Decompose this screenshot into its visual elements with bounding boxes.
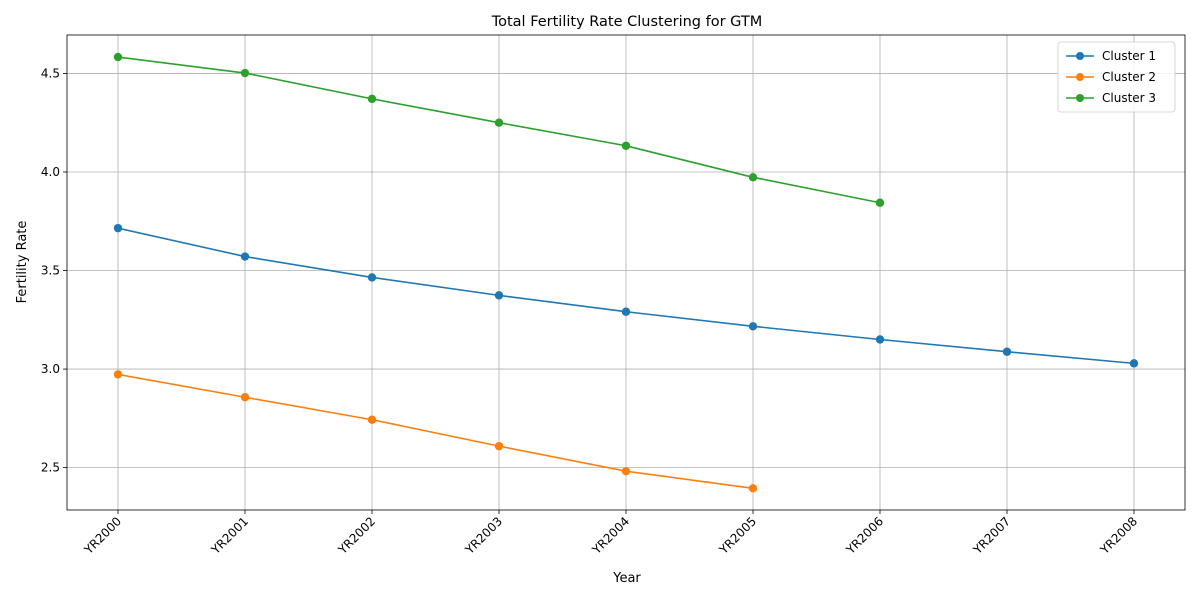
x-tick-label: YR2008	[1097, 514, 1140, 557]
series-2-point	[113, 370, 123, 379]
series-1-point	[113, 223, 123, 233]
series-2-point	[240, 393, 250, 402]
axes: YR2000 YR2001 YR2002 YR2003 YR2004 YR2005 YR20…	[41, 34, 1186, 558]
x-tick-label: YR2003	[462, 514, 505, 557]
series-2	[113, 370, 758, 493]
series-1-point	[1129, 359, 1139, 368]
x-tick-label: YR2006	[843, 514, 886, 557]
legend-marker	[1076, 52, 1084, 60]
series-1-point	[875, 335, 885, 344]
series-1-point	[240, 252, 250, 261]
y-tick-label: 4.5	[41, 66, 60, 80]
series-1-point	[367, 273, 377, 282]
y-tick-label: 3.5	[41, 264, 60, 278]
legend: Cluster 1 Cluster 2 Cluster 3	[1057, 41, 1176, 113]
series-3-point	[113, 52, 123, 62]
series-3-point	[748, 173, 758, 182]
series-1-point	[621, 307, 631, 316]
legend-marker	[1076, 94, 1084, 102]
chart-title: Total Fertility Rate Clustering for GTM	[491, 14, 763, 30]
plot-frame	[66, 34, 1186, 511]
x-axis-label: Year	[612, 571, 641, 586]
series-1-point	[748, 322, 758, 331]
series-1-point	[1002, 347, 1012, 356]
series-3-point	[367, 94, 377, 104]
series-3-point	[875, 198, 885, 207]
series-2-point	[367, 415, 377, 424]
series-1-point	[494, 291, 504, 300]
series-2-line	[117, 373, 754, 490]
legend-label: Cluster 3	[1102, 91, 1156, 105]
y-tick-label: 4.0	[41, 165, 60, 179]
x-tick-label: YR2002	[335, 514, 378, 557]
y-tick-label: 2.5	[41, 461, 60, 475]
series-1	[113, 223, 1139, 368]
legend-box	[1057, 41, 1176, 113]
legend-marker	[1076, 73, 1084, 81]
series-3-point	[621, 141, 631, 150]
legend-label: Cluster 2	[1102, 70, 1156, 84]
x-tick-label: YR2001	[208, 514, 251, 557]
series-layer	[113, 52, 1139, 493]
x-tick-label: YR2007	[970, 514, 1013, 557]
x-tick-label: YR2004	[589, 514, 632, 557]
x-tick-label: YR2005	[716, 514, 759, 557]
x-tick-label: YR2000	[81, 514, 124, 557]
series-2-point	[494, 441, 504, 451]
series-2-point	[748, 484, 758, 493]
series-3-point	[494, 118, 504, 127]
y-tick-label: 3.0	[41, 362, 60, 376]
legend-label: Cluster 1	[1102, 49, 1156, 63]
series-3-point	[240, 68, 250, 78]
grid-lines	[67, 35, 1185, 510]
series-3	[113, 52, 885, 207]
series-2-point	[621, 466, 631, 476]
y-axis-label: Fertility Rate	[15, 221, 30, 304]
